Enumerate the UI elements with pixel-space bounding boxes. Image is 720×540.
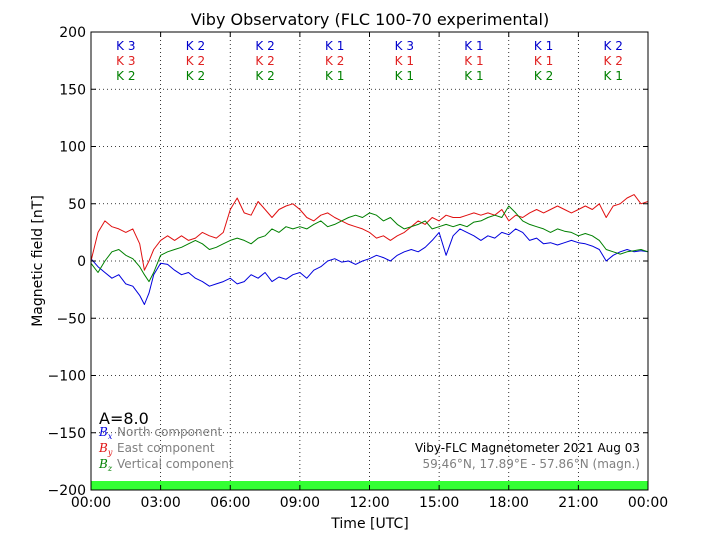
y-tick-label: 200 [59, 25, 86, 41]
k-index-label: K 1 [534, 54, 553, 68]
plot-area [90, 194, 649, 305]
legend-label: East component [117, 441, 215, 455]
x-tick-label: 00:00 [71, 495, 111, 511]
k-index-label: K 2 [255, 69, 274, 83]
x-axis-ticks: 00:00 03:00 06:00 09:00 12:00 15:00 18:00 21:00… [71, 32, 668, 511]
k-index-label: K 2 [255, 39, 274, 53]
k-index-label: K 1 [604, 69, 623, 83]
x-tick-label: 18:00 [489, 495, 529, 511]
y-axis-ticks: −200 −150 −100 −50 0 50 100 150 200 [48, 25, 648, 499]
x-tick-label: 15:00 [419, 495, 459, 511]
k-index-label: K 2 [186, 54, 205, 68]
k-index-label: K 2 [604, 39, 623, 53]
y-tick-label: −100 [48, 369, 86, 385]
legend-symbol: By [98, 441, 113, 457]
k-index-label: K 3 [116, 39, 135, 53]
y-tick-label: −200 [48, 483, 86, 499]
k-index-label: K 2 [255, 54, 274, 68]
x-tick-label: 03:00 [140, 495, 180, 511]
coordinates-label: 59.46°N, 17.89°E - 57.86°N (magn.) [423, 457, 640, 471]
k-index-label: K 1 [464, 69, 483, 83]
k-index-label: K 1 [464, 54, 483, 68]
k-index-label: K 1 [325, 39, 344, 53]
y-axis-label: Magnetic field [nT] [30, 195, 46, 327]
chart-title: Viby Observatory (FLC 100-70 experimenta… [191, 10, 550, 29]
legend-label: Vertical component [117, 457, 234, 471]
k-index-label: K 1 [464, 39, 483, 53]
y-tick-label: 0 [77, 254, 86, 270]
series-line-z [90, 205, 649, 283]
legend-label: North component [117, 425, 223, 439]
k-index-label: K 2 [186, 69, 205, 83]
x-tick-label: 12:00 [349, 495, 389, 511]
y-tick-label: −150 [48, 426, 86, 442]
k-index-label: K 3 [395, 39, 414, 53]
legend-symbol: Bz [98, 457, 113, 473]
legend: Bx North component By East component Bz Verti… [98, 425, 234, 473]
k-index-label: K 2 [325, 54, 344, 68]
series-line-y [90, 194, 649, 271]
k-index-label: K 1 [534, 39, 553, 53]
x-tick-label: 09:00 [280, 495, 320, 511]
x-axis-label: Time [UTC] [330, 516, 408, 532]
y-tick-label: 150 [59, 82, 86, 98]
grid-lines [91, 32, 648, 490]
k-index-label: K 1 [395, 69, 414, 83]
a-index-label: A=8.0 [99, 409, 149, 428]
y-tick-label: −50 [56, 311, 86, 327]
k-index-label: K 2 [604, 54, 623, 68]
x-tick-label: 00:00 [628, 495, 668, 511]
y-tick-label: 100 [59, 140, 86, 156]
k-index-label: K 3 [116, 54, 135, 68]
k-index-label: K 1 [395, 54, 414, 68]
y-tick-label: 50 [68, 197, 86, 213]
station-label: Viby-FLC Magnetometer 2021 Aug 03 [415, 441, 640, 455]
k-index-label: K 2 [116, 69, 135, 83]
k-index-label: K 2 [186, 39, 205, 53]
k-index-label: K 1 [325, 69, 344, 83]
x-tick-label: 21:00 [558, 495, 598, 511]
k-index-label: K 2 [534, 69, 553, 83]
legend-symbol: Bx [98, 425, 113, 441]
series-line-x [90, 228, 649, 305]
x-tick-label: 06:00 [210, 495, 250, 511]
